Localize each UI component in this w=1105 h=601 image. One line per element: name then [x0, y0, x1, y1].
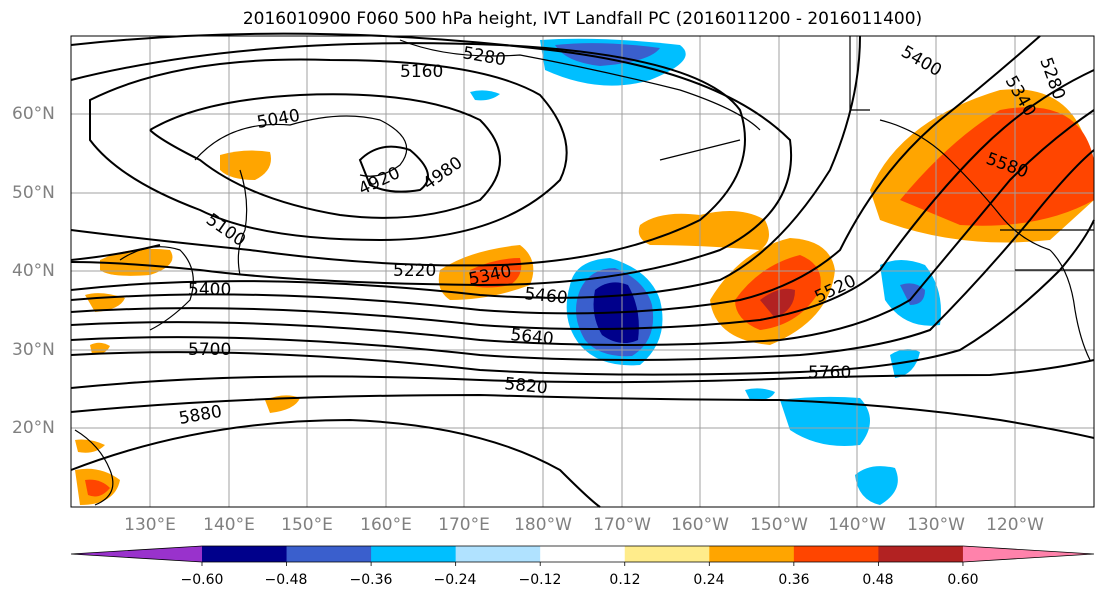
- lon-label: 140°E: [203, 515, 255, 535]
- colorbar-segment: [878, 546, 964, 562]
- lon-label: 170°W: [593, 515, 651, 535]
- contour-label: 5160: [400, 62, 443, 82]
- colorbar-extend-max: [962, 546, 1094, 562]
- colorbar-extend-min: [71, 546, 202, 562]
- contour-label: 5700: [188, 340, 231, 360]
- lon-label: 120°W: [986, 515, 1044, 535]
- contour-label: 5760: [808, 363, 851, 383]
- contour-label: 5820: [503, 374, 548, 398]
- lat-label: 50°N: [12, 183, 55, 203]
- colorbar-tick: 0.12: [609, 572, 641, 588]
- lon-label: 170°E: [438, 515, 490, 535]
- colorbar-segment: [286, 546, 372, 562]
- lon-label: 160°E: [360, 515, 412, 535]
- lon-label: 130°W: [907, 515, 965, 535]
- colorbar-segment: [371, 546, 457, 562]
- colorbar-tick: 0.60: [947, 572, 979, 588]
- chart-title: 2016010900 F060 500 hPa height, IVT Land…: [242, 9, 923, 29]
- height-contours: [70, 32, 1095, 508]
- lat-label: 60°N: [12, 104, 55, 124]
- colorbar-tick: 0.36: [778, 572, 810, 588]
- lon-label: 130°E: [124, 515, 176, 535]
- colorbar-segment: [624, 546, 710, 562]
- contour-label: 5640: [509, 325, 554, 349]
- colorbar-tick: 0.24: [693, 572, 725, 588]
- colorbar-segment: [202, 546, 288, 562]
- colorbar-tick: −0.24: [433, 572, 477, 588]
- colorbar-segment: [540, 546, 626, 562]
- colorbar-tick: −0.48: [264, 572, 308, 588]
- lon-label: 150°W: [750, 515, 808, 535]
- colorbar-segment: [793, 546, 879, 562]
- lon-label: 150°E: [281, 515, 333, 535]
- lon-label: 160°W: [671, 515, 729, 535]
- colorbar-segment: [455, 546, 541, 562]
- colorbar-segment: [709, 546, 795, 562]
- lon-label: 140°W: [828, 515, 886, 535]
- lat-label: 20°N: [12, 418, 55, 438]
- lat-label: 40°N: [12, 261, 55, 281]
- contour-label: 5400: [188, 280, 231, 300]
- lon-label: 180°W: [514, 515, 572, 535]
- colorbar-tick: −0.60: [180, 572, 224, 588]
- contour-label: 5220: [393, 261, 436, 281]
- colorbar-tick: 0.48: [862, 572, 894, 588]
- contour-label: 5460: [523, 284, 568, 308]
- lat-label: 30°N: [12, 340, 55, 360]
- colorbar-tick: −0.36: [349, 572, 393, 588]
- colorbar-tick: −0.12: [518, 572, 562, 588]
